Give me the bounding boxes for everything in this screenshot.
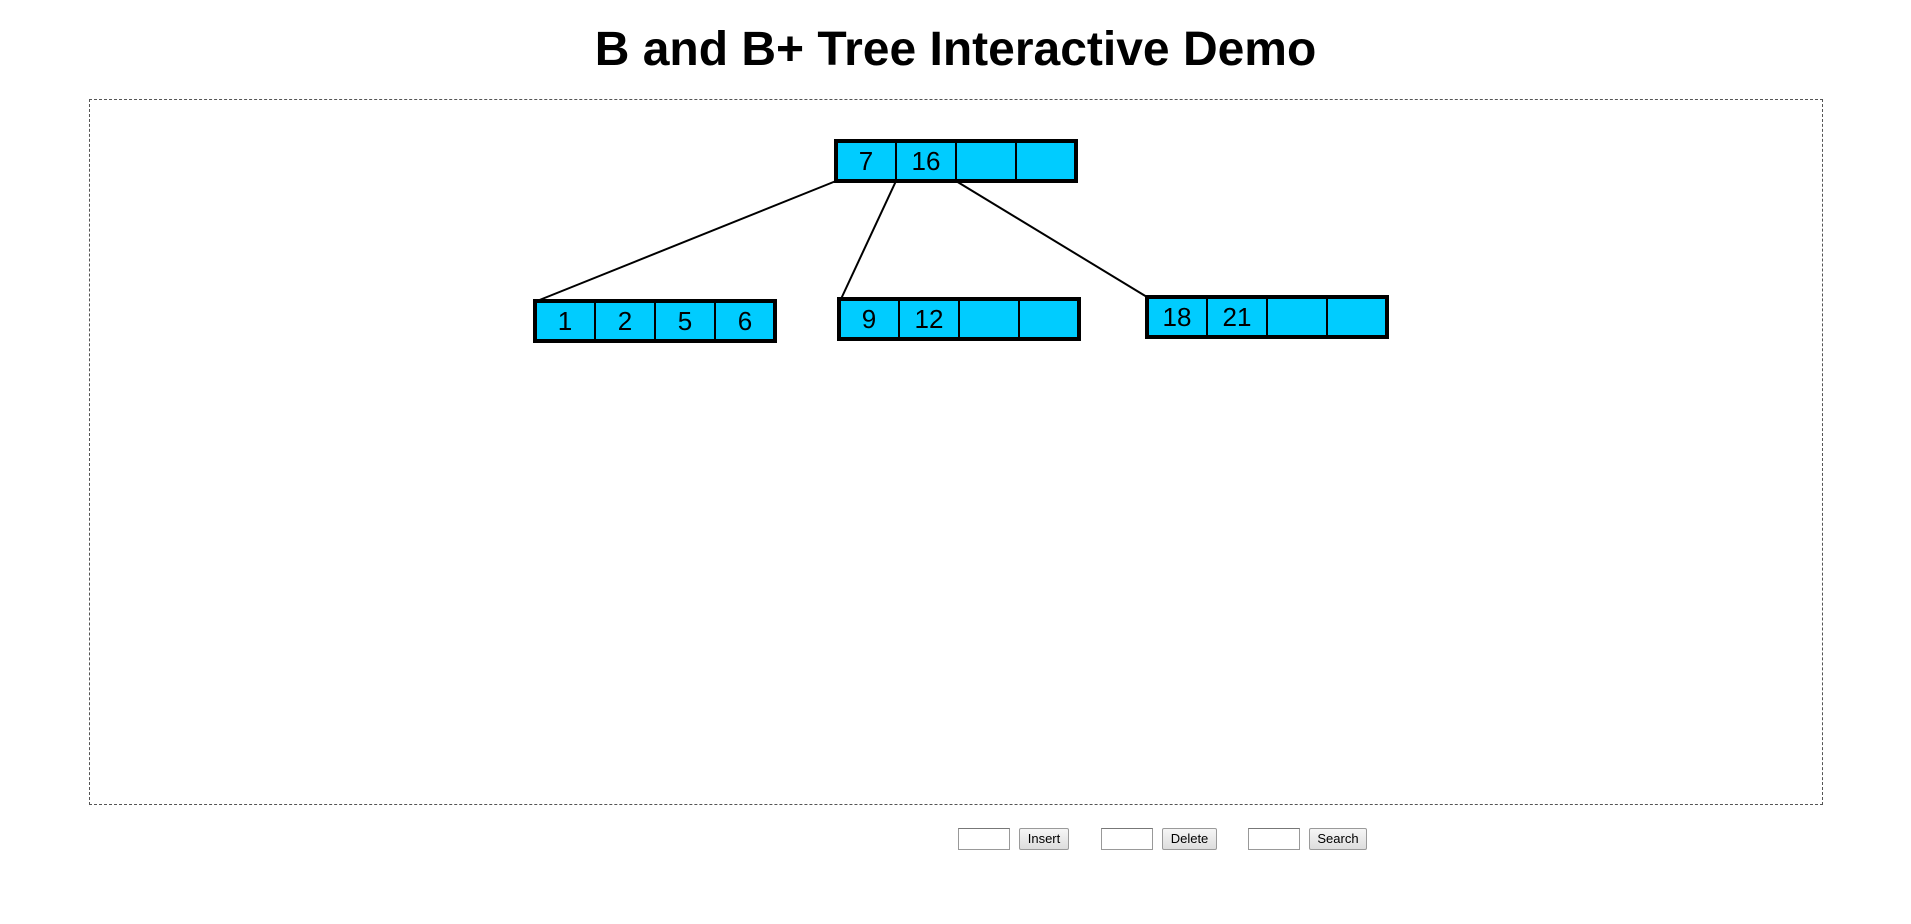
node-border bbox=[1145, 295, 1389, 339]
node-border bbox=[834, 139, 1078, 183]
tree-canvas: 7 16 1 2 5 6 9 12 18 21 bbox=[89, 99, 1823, 805]
key-label: 6 bbox=[738, 306, 752, 336]
key-label: 5 bbox=[678, 306, 692, 336]
tree-edge bbox=[840, 180, 897, 300]
key-cell bbox=[1266, 296, 1328, 338]
key-cell bbox=[955, 140, 1017, 182]
insert-input[interactable] bbox=[958, 828, 1010, 850]
key-cell bbox=[1015, 140, 1077, 182]
tree-diagram: 7 161 2 5 6 9 12 18 21 bbox=[533, 139, 1389, 343]
key-cell bbox=[714, 300, 776, 342]
key-cell bbox=[1326, 296, 1388, 338]
controls-bar: Insert Delete Search bbox=[0, 828, 1911, 852]
key-label: 12 bbox=[915, 304, 944, 334]
node-border bbox=[533, 299, 777, 343]
tree-edge bbox=[955, 180, 1148, 298]
child-node: 1 2 5 6 bbox=[533, 299, 777, 343]
key-label: 18 bbox=[1163, 302, 1192, 332]
key-label: 2 bbox=[618, 306, 632, 336]
tree-edge bbox=[536, 180, 837, 302]
search-input[interactable] bbox=[1248, 828, 1300, 850]
key-label: 16 bbox=[912, 146, 941, 176]
key-cell bbox=[1018, 298, 1080, 340]
key-label: 9 bbox=[862, 304, 876, 334]
key-label: 1 bbox=[558, 306, 572, 336]
delete-button[interactable]: Delete bbox=[1162, 828, 1217, 850]
insert-button[interactable]: Insert bbox=[1019, 828, 1069, 850]
child-node: 18 21 bbox=[1145, 295, 1389, 339]
key-label: 7 bbox=[859, 146, 873, 176]
child-node: 9 12 bbox=[837, 297, 1081, 341]
key-cell bbox=[838, 298, 900, 340]
key-label: 21 bbox=[1223, 302, 1252, 332]
delete-input[interactable] bbox=[1101, 828, 1153, 850]
node-border bbox=[837, 297, 1081, 341]
search-button[interactable]: Search bbox=[1309, 828, 1367, 850]
page-title: B and B+ Tree Interactive Demo bbox=[594, 23, 1317, 76]
root-node: 7 16 bbox=[834, 139, 1078, 183]
key-cell bbox=[958, 298, 1020, 340]
